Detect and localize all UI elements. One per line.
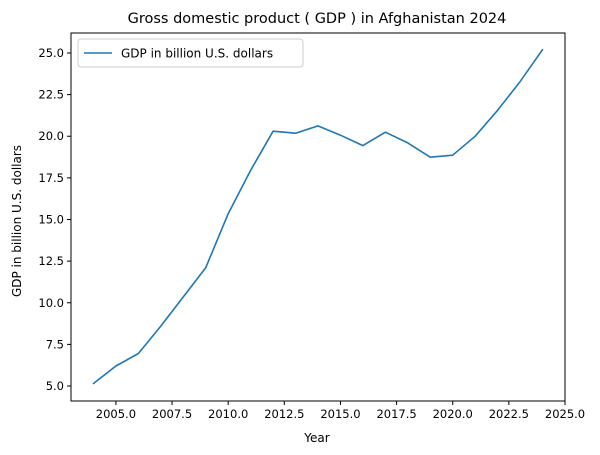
x-tick-label: 2012.5 [264,407,304,421]
data-point [474,135,476,137]
data-point [115,365,117,367]
y-tick-label: 17.5 [38,171,64,185]
data-point [295,132,297,134]
data-point [519,81,521,83]
data-point [182,296,184,298]
data-point [205,267,207,269]
y-axis-label: GDP in billion U.S. dollars [10,145,24,297]
y-tick-label: 25.0 [38,46,64,60]
series-line [92,48,544,385]
data-point [160,325,162,327]
x-tick-label: 2005.0 [96,407,136,421]
x-tick-label: 2022.5 [489,407,529,421]
legend: GDP in billion U.S. dollars [77,38,304,68]
data-point [250,170,252,172]
data-point [497,109,499,111]
data-point [93,383,95,385]
y-tick-label: 15.0 [38,212,64,226]
y-tick-label: 7.5 [46,337,64,351]
data-point [340,134,342,136]
y-tick-label: 20.0 [38,129,64,143]
x-axis-label: Year [303,431,329,445]
x-tick-label: 2017.5 [376,407,416,421]
y-tick-label: 22.5 [38,88,64,102]
series-layer [92,48,544,385]
data-point [138,353,140,355]
x-tick-label: 2010.0 [208,407,248,421]
data-point [407,142,409,144]
x-tick-label: 2025.0 [545,407,585,421]
data-point [362,145,364,147]
data-point [317,125,319,127]
legend-label: GDP in billion U.S. dollars [121,47,273,61]
chart-title: Gross domestic product ( GDP ) in Afghan… [128,11,507,27]
data-point [452,154,454,156]
data-point [429,156,431,158]
y-tick-label: 10.0 [38,296,64,310]
y-axis-ticks: 5.0 7.5 10.0 12.5 15.0 17.5 20.0 22.5 25.0 [38,46,71,393]
data-point [542,49,544,51]
data-point [385,131,387,133]
x-tick-label: 2020.0 [433,407,473,421]
x-axis-ticks: 2005.0 2007.5 2010.0 2012.5 2015.0 2017.5 2020… [96,401,585,421]
x-tick-label: 2007.5 [152,407,192,421]
x-tick-label: 2015.0 [320,407,360,421]
data-point [272,130,274,132]
plot-area-frame [70,32,566,402]
y-tick-label: 5.0 [46,379,64,393]
data-point [227,213,229,215]
legend-box [77,38,304,68]
y-tick-label: 12.5 [38,254,64,268]
